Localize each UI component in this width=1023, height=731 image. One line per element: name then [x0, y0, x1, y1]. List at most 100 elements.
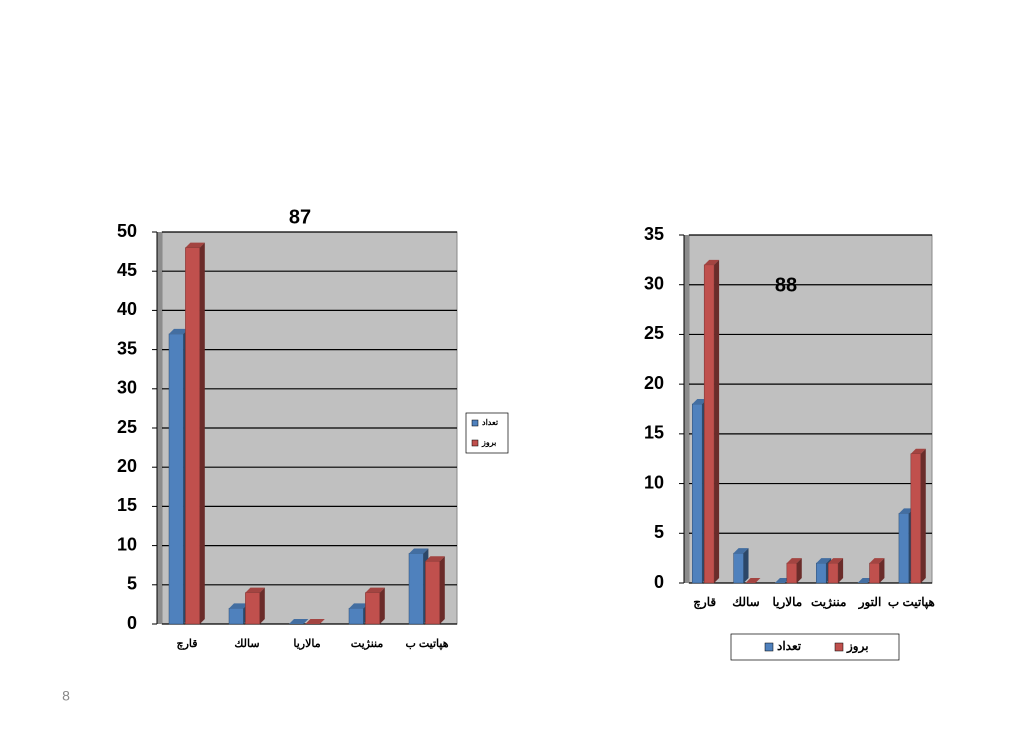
bar: [245, 587, 265, 625]
x-tick-label: سالك: [732, 595, 759, 609]
bar-top: [185, 242, 205, 248]
bar-top: [869, 558, 885, 564]
bar-side: [879, 558, 885, 583]
slide-number: 8: [62, 688, 70, 704]
y-tick-label: 15: [117, 495, 137, 515]
bar-front: [408, 553, 424, 625]
bar: [910, 448, 926, 584]
bar-top: [910, 448, 926, 454]
y-tick-label: 25: [644, 323, 664, 343]
bar-top: [828, 558, 844, 564]
chart-title: 87: [289, 206, 311, 228]
bar: [289, 619, 309, 624]
bar-front: [425, 561, 441, 625]
x-tick-label: التور: [858, 595, 882, 610]
legend-box: [465, 412, 509, 454]
x-tick-label: هپاتيت ب: [405, 638, 448, 650]
bar-top: [816, 558, 832, 564]
bar-top: [704, 259, 720, 265]
bar-front: [245, 592, 261, 625]
bar-side: [379, 587, 385, 624]
legend-swatch: [471, 419, 479, 427]
y-tick-label: 40: [117, 299, 137, 319]
y-tick-label: 25: [117, 417, 137, 437]
bar-side: [199, 242, 205, 624]
bar-side: [439, 556, 445, 624]
bar-front: [898, 513, 910, 584]
x-tick-label: مالاريا: [293, 638, 320, 650]
bar: [827, 558, 844, 584]
bar-top: [289, 619, 309, 624]
bar-front: [733, 552, 744, 584]
bar-front: [786, 562, 798, 584]
x-tick-label: قارچ: [176, 638, 197, 650]
x-tick-label: مننژيت: [351, 638, 384, 650]
bar-side: [259, 587, 265, 624]
bar-side: [920, 448, 926, 583]
plot-back-wall: [688, 234, 933, 584]
bar-top: [245, 587, 265, 593]
bar-front: [365, 592, 381, 625]
y-tick-label: 0: [654, 572, 664, 592]
bar-top: [305, 619, 325, 624]
bar: [857, 578, 873, 583]
bar-top: [169, 328, 189, 334]
bar-top: [229, 603, 249, 609]
bar-top: [425, 556, 445, 562]
bar: [869, 558, 885, 584]
x-tick-label: هپاتيت ب: [888, 595, 935, 609]
y-tick-label: 45: [117, 260, 137, 280]
y-tick-label: 5: [654, 522, 664, 542]
y-tick-label: 30: [644, 273, 664, 293]
bar-top: [692, 399, 708, 405]
bar: [703, 259, 720, 584]
bar: [774, 578, 790, 583]
bar-top: [745, 578, 761, 583]
legend-label: بروز: [481, 438, 496, 448]
y-tick-label: 30: [117, 378, 137, 398]
plot-side-wall: [157, 232, 162, 624]
bar-top: [349, 603, 369, 609]
bar-front: [168, 333, 184, 625]
y-tick-label: 50: [117, 221, 137, 241]
bar-front: [910, 453, 922, 584]
bar: [185, 242, 205, 625]
bar: [745, 578, 761, 583]
bar-top: [733, 548, 749, 554]
bar-top: [898, 508, 914, 514]
y-tick-label: 0: [127, 613, 137, 633]
bar-top: [774, 578, 790, 583]
bar-side: [743, 548, 749, 583]
y-tick-label: 15: [644, 423, 664, 443]
legend-label: بروز: [846, 639, 869, 654]
y-tick-label: 35: [644, 224, 664, 244]
y-tick-label: 20: [117, 456, 137, 476]
x-tick-label: مالاريا: [772, 595, 802, 610]
y-tick-label: 5: [127, 574, 137, 594]
bar-front: [816, 562, 827, 584]
bar-side: [838, 558, 844, 583]
legend-swatch: [471, 439, 479, 447]
y-tick-label: 20: [644, 373, 664, 393]
y-tick-label: 10: [117, 534, 137, 554]
bar-front: [185, 247, 201, 625]
bar-front: [228, 608, 244, 625]
legend-label: تعداد: [777, 639, 802, 653]
bar: [733, 548, 749, 584]
bar: [425, 556, 445, 625]
legend-label: تعداد: [482, 418, 499, 427]
x-tick-label: سالك: [234, 638, 259, 650]
bar-top: [857, 578, 873, 583]
bar-side: [714, 259, 720, 583]
legend-box: [730, 633, 900, 661]
bar-front: [869, 562, 880, 584]
plot-side-wall: [684, 235, 689, 583]
y-tick-label: 10: [644, 472, 664, 492]
bar-front: [703, 264, 715, 584]
y-tick-label: 35: [117, 338, 137, 358]
bar-front: [827, 562, 839, 584]
bar-front: [348, 608, 364, 625]
legend-swatch: [764, 642, 774, 652]
legend-swatch: [834, 642, 844, 652]
